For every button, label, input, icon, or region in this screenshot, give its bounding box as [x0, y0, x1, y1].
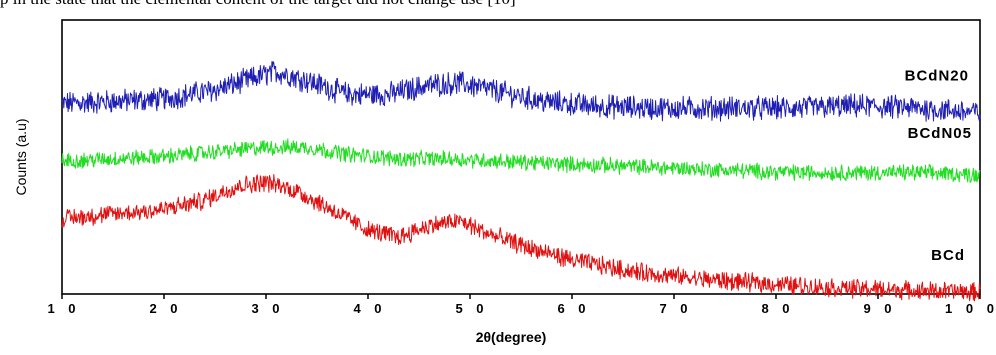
y-axis-title: Counts (a.u) — [13, 118, 29, 195]
x-tick-label: 1 0 — [47, 301, 80, 316]
x-tick-label: 8 0 — [761, 301, 794, 316]
series-layer — [61, 61, 981, 302]
series-label-bcdn20: BCdN20 — [905, 68, 969, 85]
series-line-bcdn05 — [61, 138, 981, 183]
x-tick-label: 5 0 — [455, 301, 488, 316]
x-ticks: 1 0 2 0 3 0 4 0 5 0 6 0 7 0 8 0 9 0 1 0 0 — [47, 294, 996, 316]
series-line-bcd — [61, 174, 981, 302]
x-tick-label: 2 0 — [149, 301, 182, 316]
series-label-bcd: BCd — [931, 247, 965, 264]
series-label-bcdn05: BCdN05 — [908, 125, 972, 142]
x-tick-label: 6 0 — [557, 301, 590, 316]
x-axis-title: 2θ(degree) — [476, 329, 547, 345]
x-tick-label: 7 0 — [659, 301, 692, 316]
x-tick-label: 3 0 — [251, 301, 284, 316]
series-labels: BCdN20 BCdN05 BCd — [905, 68, 972, 264]
x-tick-label: 4 0 — [353, 301, 386, 316]
x-tick-label: 1 0 0 — [945, 301, 996, 316]
caption-fragment: p in the state that the clemental conten… — [0, 0, 996, 9]
series-line-bcdn20 — [61, 61, 981, 122]
x-tick-label: 9 0 — [863, 301, 896, 316]
